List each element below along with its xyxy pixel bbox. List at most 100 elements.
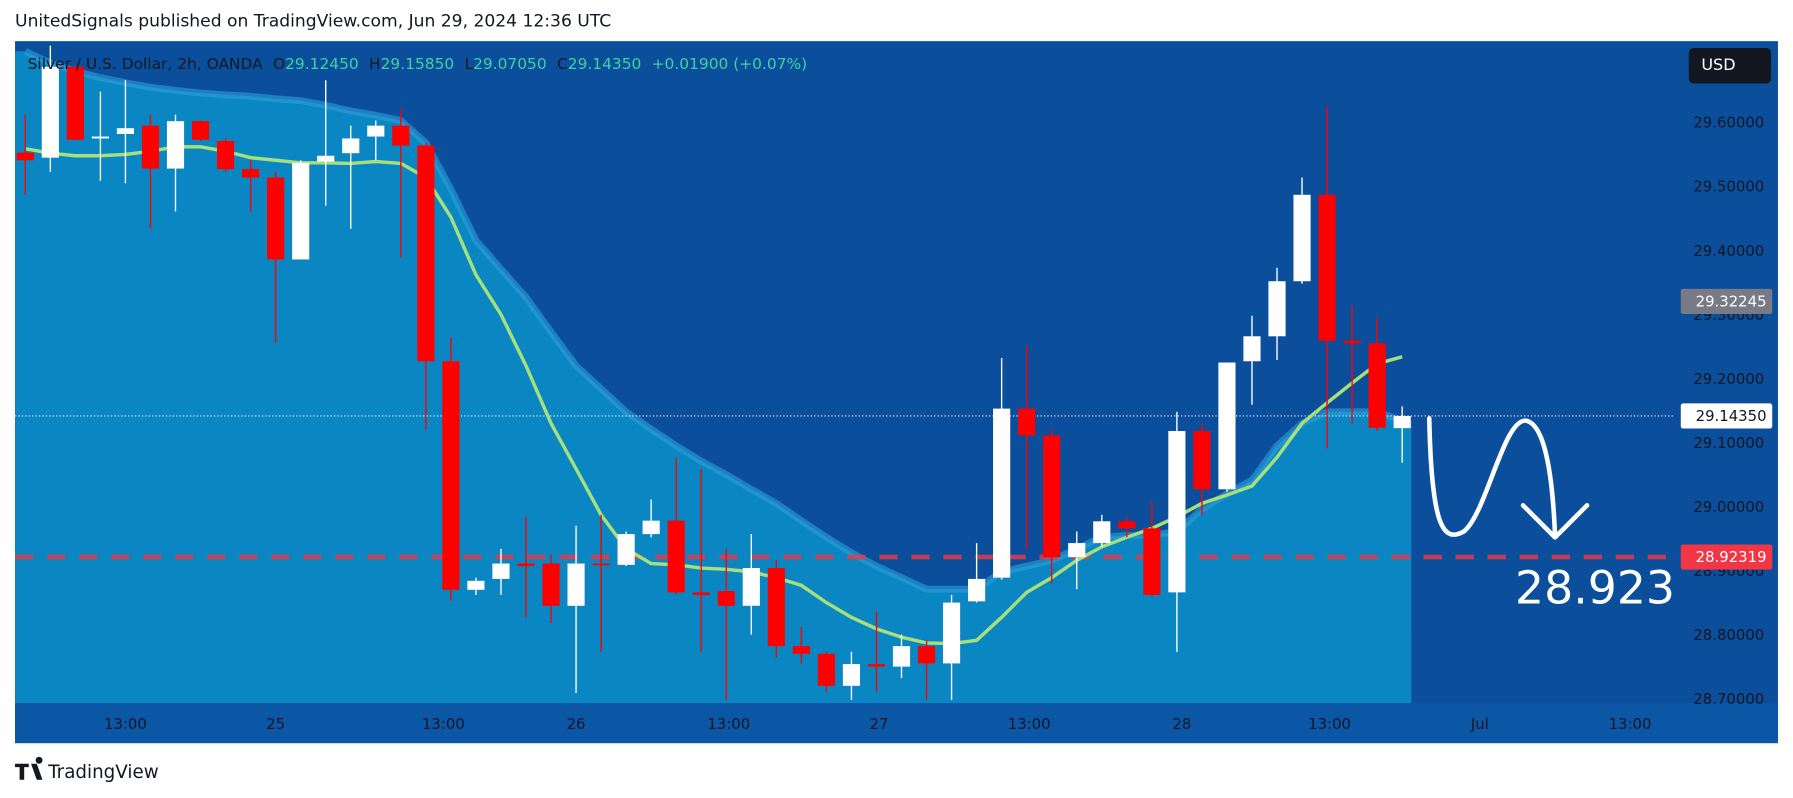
price-label-box [1680, 544, 1773, 570]
candle-body [817, 653, 835, 686]
x-tick-label: 13:00 [1609, 715, 1652, 733]
x-tick-label: Jul [1470, 715, 1489, 733]
candle-body [1268, 281, 1286, 337]
legend-key: O [273, 55, 285, 73]
legend-change: +0.01900 (+0.07%) [652, 55, 808, 73]
candle-body [892, 646, 911, 667]
candle-body [867, 664, 886, 667]
candle-body [116, 128, 135, 134]
x-tick-label: 25 [266, 715, 285, 733]
candle-body [517, 563, 535, 567]
candle-body [1318, 194, 1336, 341]
candle-body [1218, 362, 1236, 490]
header-text: UnitedSignals published on TradingView.c… [15, 12, 611, 32]
candle-body [1143, 528, 1161, 595]
candle-body [692, 592, 710, 595]
legend-value: 29.07050 [473, 55, 547, 73]
candle-body [792, 646, 810, 654]
y-tick-label: 29.20000 [1693, 370, 1764, 388]
candle-body [267, 177, 285, 260]
candle-body [1293, 194, 1311, 282]
candle-body [41, 66, 59, 158]
candle-body [141, 125, 160, 169]
candle-body [1393, 415, 1411, 429]
candle-body [91, 136, 109, 139]
candle-body [317, 155, 335, 162]
price-label-box [1680, 288, 1773, 315]
candle-body [66, 66, 84, 140]
candle-body [642, 520, 660, 535]
price-label: 29.14350 [1696, 407, 1767, 425]
y-tick-label: 29.10000 [1693, 434, 1764, 452]
legend-key: L [465, 55, 474, 73]
annotation-text: 28.923 [1515, 562, 1675, 615]
band-area [15, 51, 1412, 704]
y-tick-label: 29.40000 [1693, 242, 1764, 260]
annotation-arrow [1426, 416, 1590, 540]
candle-body [968, 578, 986, 602]
legend-symbol: Silver / U.S. Dollar, 2h, OANDA [28, 55, 264, 73]
footer-brand: TradingView [47, 762, 159, 783]
arrow-head [1520, 503, 1590, 540]
x-tick-label: 13:00 [422, 715, 465, 733]
price-label: 28.92319 [1696, 548, 1767, 566]
time-axis-band [15, 703, 1778, 744]
x-tick-label: 27 [870, 715, 889, 733]
candle-body [942, 602, 961, 664]
plot-area [15, 45, 1676, 704]
legend: Silver / U.S. Dollar, 2h, OANDA O29.12450… [28, 55, 808, 73]
candle-body [1043, 435, 1061, 558]
candle-body [1368, 343, 1386, 428]
legend-key: H [369, 55, 381, 73]
candle-body [617, 534, 635, 565]
candle-body [191, 121, 210, 140]
legend-key: C [557, 55, 568, 73]
candle-body [1068, 543, 1086, 558]
candle-body [242, 169, 260, 178]
legend-value: 29.12450 [285, 55, 359, 73]
footer-logo [15, 756, 43, 780]
candle-body [1168, 431, 1186, 593]
candle-body [1243, 336, 1261, 362]
x-tick-label: 13:00 [707, 715, 750, 733]
candle-body [292, 162, 310, 260]
currency-box [1688, 48, 1772, 84]
y-tick-label: 28.80000 [1693, 626, 1764, 644]
candle-body [417, 145, 435, 362]
arrow-curve [1426, 416, 1558, 538]
candle-body [717, 591, 735, 606]
candle-body [1193, 431, 1211, 490]
y-tick-label: 29.50000 [1693, 178, 1764, 196]
legend-value: 29.14350 [568, 55, 642, 73]
candle-body [166, 121, 185, 169]
candle-body [842, 664, 861, 686]
x-tick-label: 13:00 [104, 715, 147, 733]
candle-body [1118, 521, 1136, 529]
candle-body [917, 646, 936, 664]
candle-body [592, 563, 610, 566]
candle-body [1093, 521, 1111, 544]
candle-body [442, 361, 460, 590]
footer: TradingView [15, 756, 159, 783]
y-tick-label: 29.00000 [1693, 498, 1764, 516]
candle-body [567, 563, 585, 606]
y-tick-label: 29.60000 [1693, 114, 1764, 132]
candle-body [993, 408, 1011, 578]
price-label: 29.32245 [1696, 293, 1767, 311]
x-tick-label: 13:00 [1008, 715, 1051, 733]
candle-body [1018, 408, 1036, 436]
candle-body [342, 138, 360, 154]
x-tick-label: 13:00 [1308, 715, 1351, 733]
axes: 28.7000028.8000028.9000029.0000029.10000… [104, 114, 1773, 733]
candle-body [1343, 340, 1361, 344]
candle-body [392, 125, 410, 146]
x-tick-label: 28 [1172, 715, 1191, 733]
candle-body [492, 563, 510, 579]
candle-body [667, 520, 685, 593]
candle-body [16, 152, 34, 161]
candle-body [742, 568, 760, 606]
candle-body [217, 141, 235, 170]
candle-body [542, 563, 560, 606]
